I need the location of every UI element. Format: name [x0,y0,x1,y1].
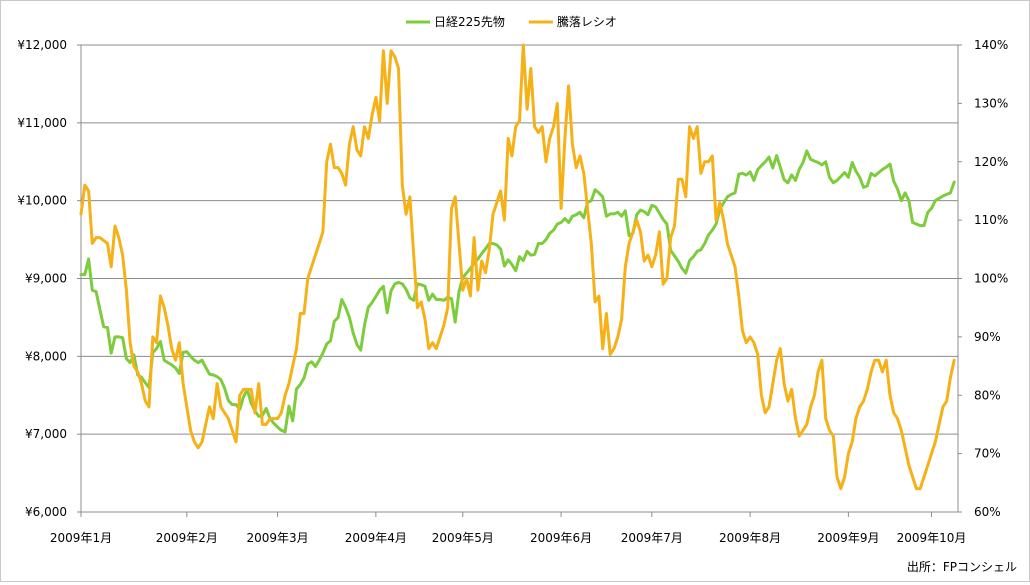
y-right-tick-label: 140% [974,38,1008,52]
x-tick-label: 2009年5月 [432,531,494,545]
y-right-tick-label: 80% [974,388,1001,402]
x-tick-label: 2009年8月 [719,531,781,545]
y-left-tick-label: ¥8,000 [25,349,67,363]
series-line-nikkei [79,149,956,434]
x-tick-label: 2009年2月 [156,531,218,545]
axes: ¥6,000 ¥7,000 ¥8,000 ¥9,000 ¥10,000 ¥11,000 ¥1… [17,38,1008,545]
y-left-tick-label: ¥6,000 [25,505,67,519]
legend-label: 騰落レシオ [557,14,617,29]
y-right-tick-label: 60% [974,505,1001,519]
y-right-tick-label: 90% [974,330,1001,344]
legend: 日経225先物 騰落レシオ [406,14,617,29]
y-right-tick-label: 100% [974,272,1008,286]
legend-label: 日経225先物 [434,15,505,29]
y-right-tick-label: 120% [974,155,1008,169]
x-tick-label: 2009年7月 [621,531,683,545]
y-left-tick-label: ¥7,000 [25,427,67,441]
x-tick-label: 2009年6月 [530,531,592,545]
y-left-tick-label: ¥11,000 [17,116,67,130]
y-left-tick-label: ¥12,000 [17,38,67,52]
x-tick-label: 2009年1月 [50,531,112,545]
x-tick-label: 2009年3月 [246,531,308,545]
x-tick-label: 2009年9月 [817,531,879,545]
y-right-tick-label: 110% [974,213,1008,227]
series-lines [79,43,956,491]
source-note: 出所：FPコンシェル [906,560,1017,574]
x-tick-label: 2009年10月 [897,531,967,545]
y-left-tick-label: ¥9,000 [25,272,67,286]
y-left-tick-label: ¥10,000 [17,194,67,208]
x-tick-label: 2009年4月 [345,531,407,545]
y-right-tick-label: 130% [974,96,1008,110]
y-right-tick-label: 70% [974,447,1001,461]
series-line-ratio [79,43,956,491]
